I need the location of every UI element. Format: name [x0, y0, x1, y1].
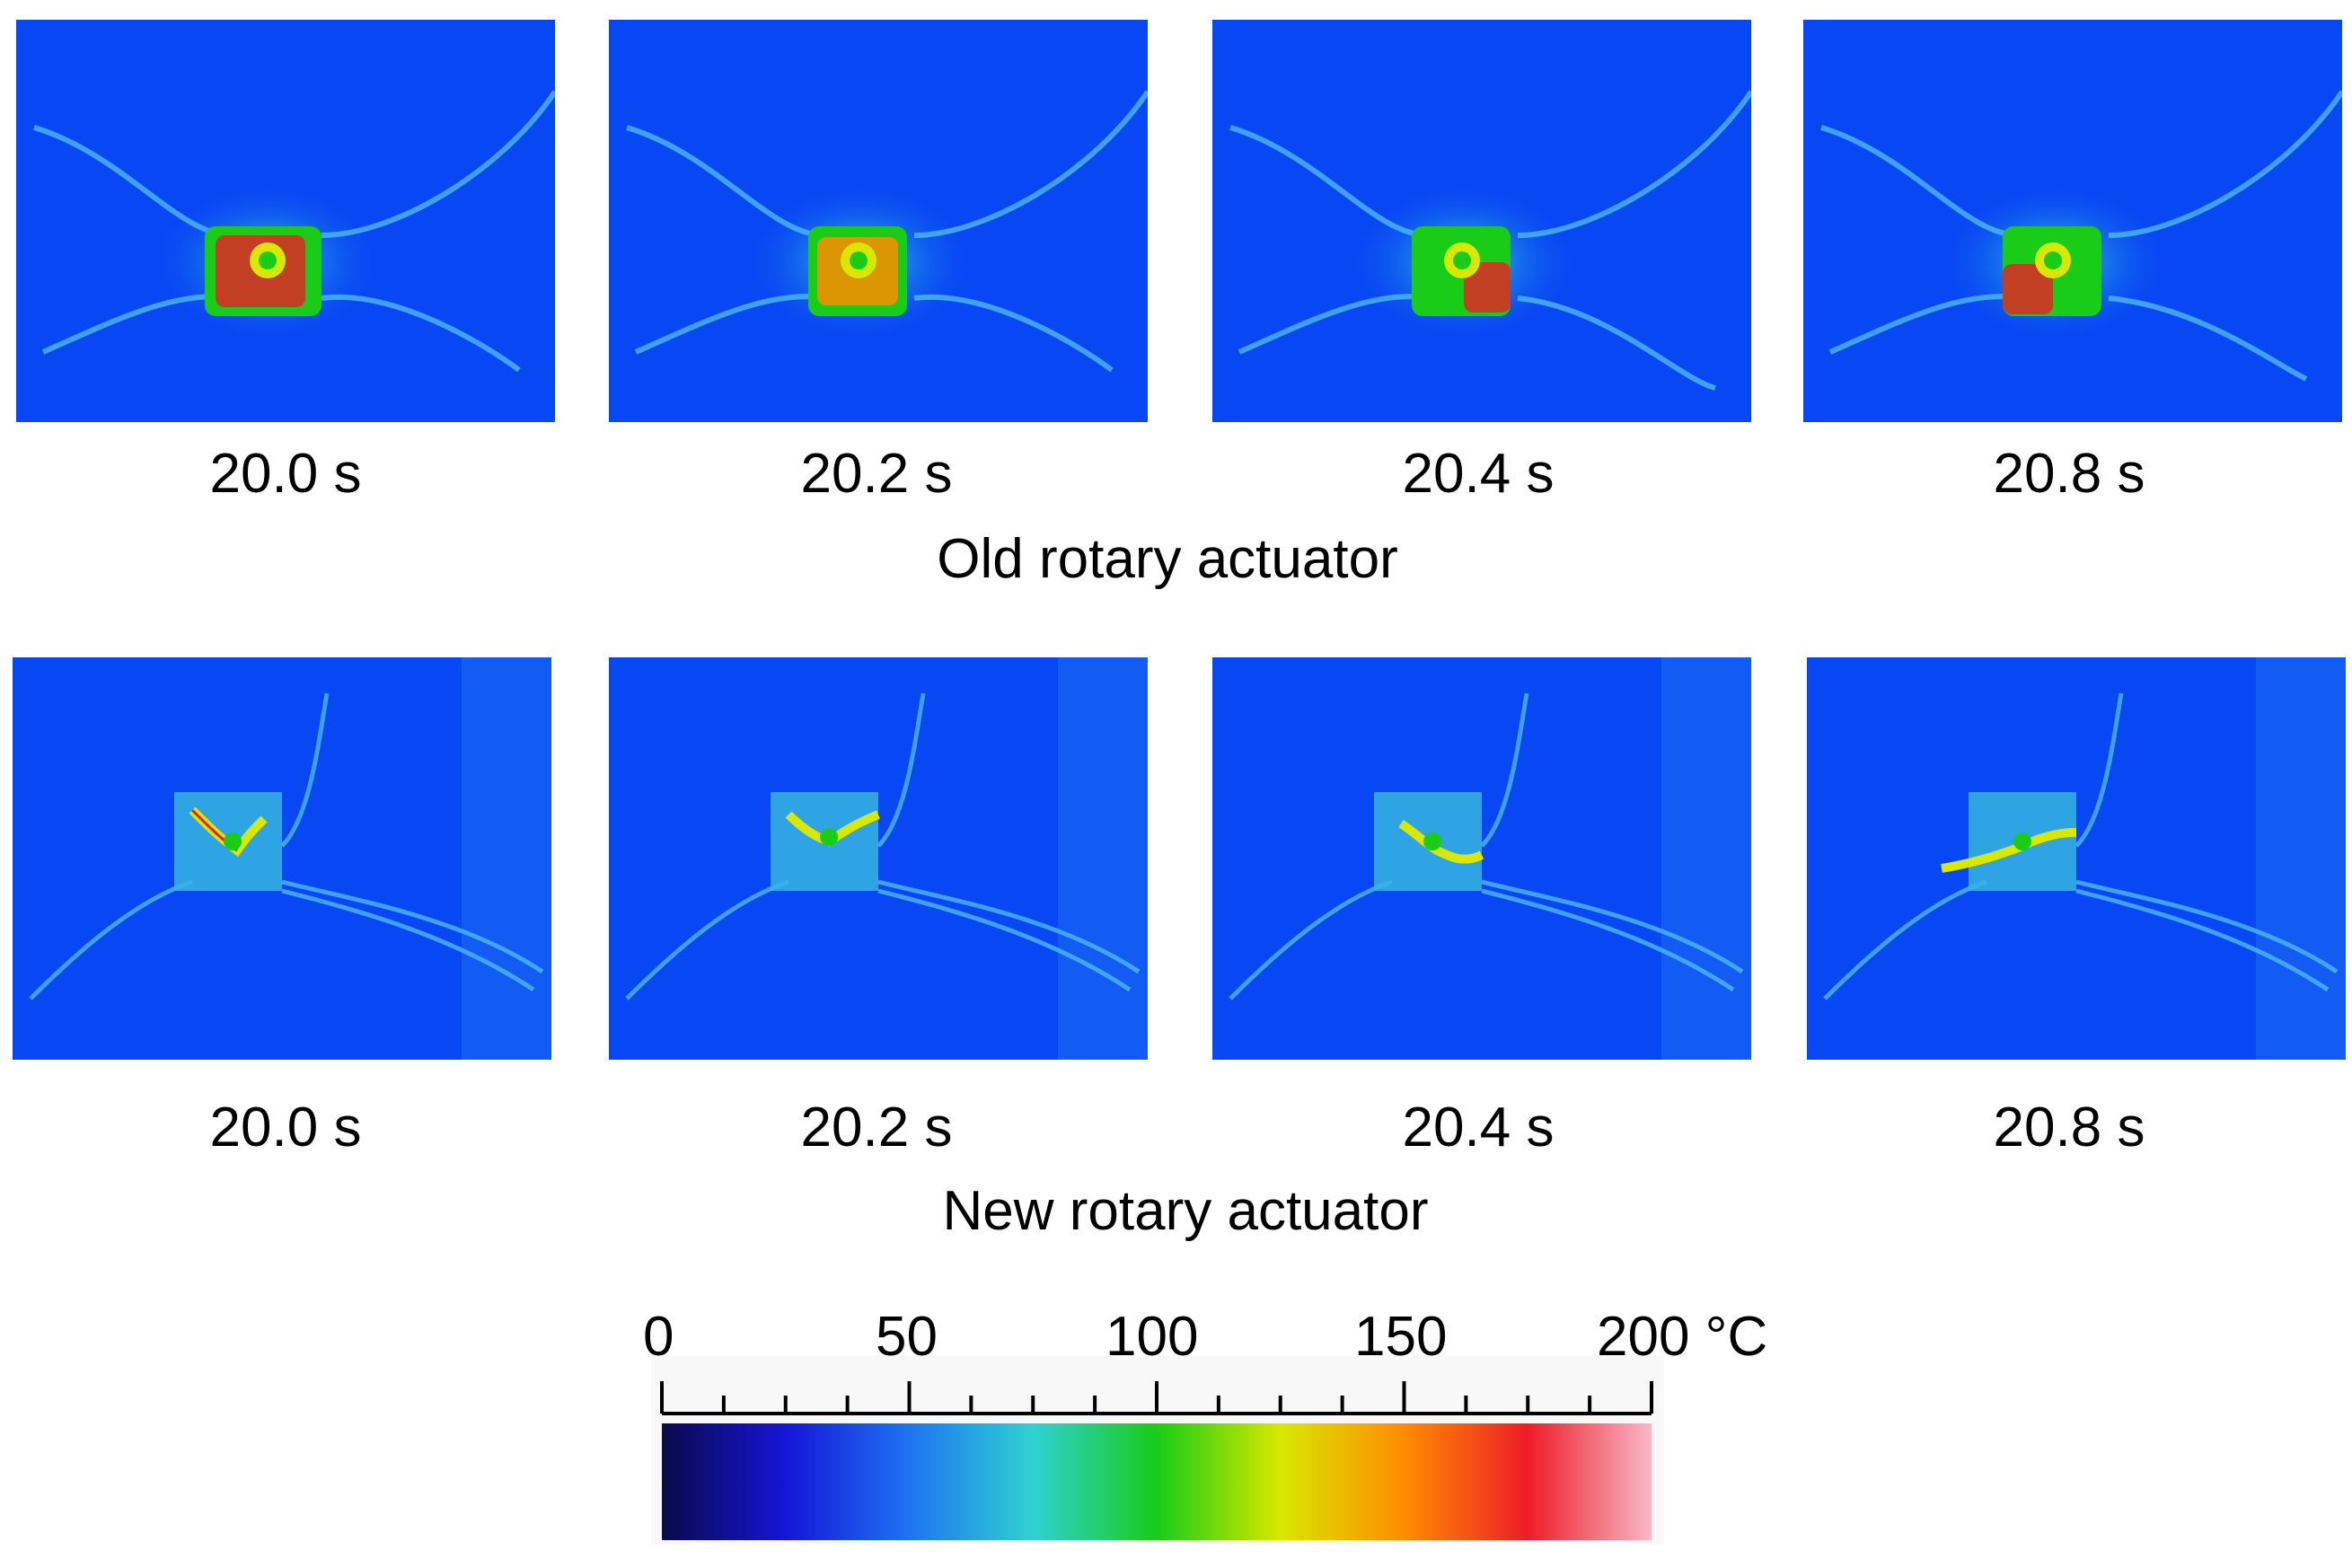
scale-tick-label: 50 [876, 1306, 938, 1368]
frame-time-label: 20.2 s [800, 443, 953, 505]
scale-tick-label: 150 [1354, 1306, 1448, 1368]
frame-time-label: 20.8 s [1993, 443, 2145, 505]
row-title-old: Old rotary actuator [937, 528, 1398, 590]
frame-time-label: 20.2 s [800, 1097, 953, 1158]
thermal-frame-old-4 [1803, 20, 2342, 422]
frame-time-label: 20.8 s [1993, 1097, 2145, 1158]
thermal-frame-old-3 [1212, 20, 1751, 422]
frame-time-label: 20.4 s [1402, 443, 1555, 505]
scale-tick-label: 0 [643, 1306, 674, 1368]
thermal-frame-old-1 [16, 20, 555, 422]
row-title-new: New rotary actuator [942, 1180, 1429, 1242]
frame-time-label: 20.0 s [209, 443, 362, 505]
scale-tick-label: 200 °C [1597, 1306, 1768, 1368]
thermal-frame-new-1 [13, 657, 551, 1060]
thermal-frame-new-3 [1212, 657, 1751, 1060]
thermal-frame-new-4 [1807, 657, 2346, 1060]
temperature-scale-ruler [660, 1381, 1653, 1415]
frame-time-label: 20.0 s [209, 1097, 362, 1158]
scale-tick-label: 100 [1106, 1306, 1199, 1368]
colorbar-gradient [662, 1423, 1652, 1540]
thermal-frame-old-2 [609, 20, 1148, 422]
frame-time-label: 20.4 s [1402, 1097, 1555, 1158]
temperature-colorbar [662, 1423, 1652, 1540]
thermal-frame-new-2 [609, 657, 1148, 1060]
